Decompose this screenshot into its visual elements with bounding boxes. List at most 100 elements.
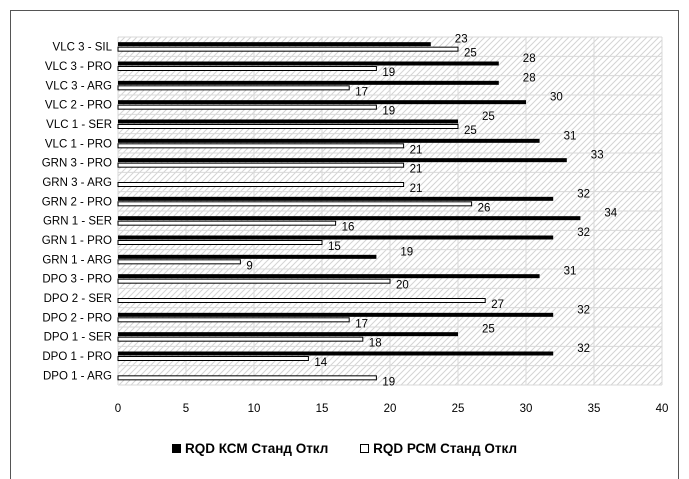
legend-swatch-ksm <box>171 444 181 453</box>
category-label: VLC 3 - ARG <box>46 80 113 92</box>
data-label-ksm: 33 <box>591 150 604 162</box>
bar-rsm <box>117 104 377 110</box>
data-label-rsm: 19 <box>382 376 395 388</box>
bar-rsm <box>117 46 459 52</box>
data-label-rsm: 19 <box>382 106 395 118</box>
bar-rsm <box>117 259 241 265</box>
category-label: DPO 2 - PRO <box>42 312 112 324</box>
chart-frame <box>10 10 679 479</box>
bar-ksm <box>118 100 526 105</box>
bar-ksm <box>118 196 554 201</box>
x-tick-label: 35 <box>588 403 601 415</box>
bar-rsm <box>117 317 350 323</box>
bar-rsm <box>117 162 405 168</box>
legend-item-ksm: RQD КСМ Станд Откл <box>171 441 329 456</box>
bar-ksm <box>118 216 581 221</box>
data-label-rsm: 15 <box>328 241 341 253</box>
data-label-ksm: 32 <box>577 343 590 355</box>
bar-ksm <box>118 332 458 337</box>
data-label-rsm: 19 <box>382 67 395 79</box>
data-label-rsm: 20 <box>396 280 409 292</box>
category-label: GRN 2 - PRO <box>42 196 112 208</box>
category-label: VLC 1 - PRO <box>45 138 112 150</box>
bar-rsm <box>117 182 405 187</box>
bar-ksm <box>118 61 499 66</box>
data-label-ksm: 31 <box>564 130 577 142</box>
data-label-ksm: 32 <box>577 188 590 200</box>
bar-ksm <box>118 235 554 240</box>
category-label: GRN 1 - ARG <box>42 254 112 266</box>
bar-rsm <box>117 201 473 207</box>
category-labels: VLC 3 - SIL VLC 3 - PRO VLC 3 - ARG VLC 2 -… <box>42 42 113 383</box>
legend-item-rsm: RQD РСМ Станд Откл <box>360 441 517 456</box>
bar-ksm <box>118 254 377 259</box>
data-label-rsm: 18 <box>369 338 382 350</box>
data-label-rsm: 25 <box>464 48 477 60</box>
gridlines <box>117 36 663 386</box>
category-label: VLC 3 - SIL <box>53 42 113 54</box>
category-label: DPO 1 - PRO <box>42 351 112 363</box>
data-label-rsm: 16 <box>342 222 355 234</box>
data-label-rsm: 26 <box>478 202 491 214</box>
bar-ksm <box>118 351 554 356</box>
data-label-rsm: 21 <box>410 164 423 176</box>
data-label-rsm: 14 <box>314 357 327 369</box>
bar-rsm <box>117 124 459 129</box>
x-tick-label: 10 <box>248 403 261 415</box>
data-label-rsm: 17 <box>355 318 368 330</box>
bar-ksm <box>118 42 431 47</box>
x-tick-labels: 0 5 10 15 20 25 30 35 40 <box>115 403 669 415</box>
data-label-ksm: 34 <box>604 208 617 220</box>
x-tick-label: 15 <box>316 403 329 415</box>
data-label-rsm: 21 <box>410 183 423 195</box>
data-label-rsm: 21 <box>410 144 423 156</box>
bars <box>117 42 581 381</box>
data-label-ksm: 25 <box>482 324 495 336</box>
category-label: DPO 1 - ARG <box>43 370 112 382</box>
bar-chart: VLC 3 - SIL VLC 3 - PRO VLC 3 - ARG VLC 2 -… <box>42 34 669 415</box>
bar-rsm <box>117 375 377 381</box>
bar-rsm <box>117 336 364 342</box>
bar-rsm <box>117 220 337 226</box>
x-tick-label: 5 <box>183 403 189 415</box>
bar-rsm <box>117 298 486 303</box>
category-label: DPO 2 - SER <box>44 293 112 305</box>
bar-rsm <box>117 85 350 91</box>
legend: RQD КСМ Станд Откл RQD РСМ Станд Откл <box>0 441 689 456</box>
bar-ksm <box>118 119 458 124</box>
legend-label-ksm: RQD КСМ Станд Откл <box>184 441 329 456</box>
data-label-ksm: 23 <box>455 34 468 46</box>
data-label-ksm: 28 <box>523 72 536 84</box>
bar-ksm <box>118 80 499 85</box>
bar-rsm <box>117 278 391 284</box>
bar-ksm <box>118 158 567 163</box>
data-label-ksm: 25 <box>482 111 495 123</box>
x-tick-label: 20 <box>384 403 397 415</box>
data-label-rsm: 27 <box>491 299 504 311</box>
legend-label-rsm: RQD РСМ Станд Откл <box>373 441 518 456</box>
data-labels: 23 25 28 19 28 17 30 19 25 25 31 21 33 21 21 32 26 34 16 32… <box>246 34 617 389</box>
bar-rsm <box>117 143 405 149</box>
category-label: DPO 3 - PRO <box>42 274 112 286</box>
bar-ksm <box>118 312 554 317</box>
x-tick-label: 0 <box>115 403 121 415</box>
category-label: GRN 3 - PRO <box>42 158 112 170</box>
category-label: VLC 1 - SER <box>46 119 112 131</box>
bar-ksm <box>118 274 540 279</box>
data-label-rsm: 25 <box>464 125 477 137</box>
data-label-ksm: 31 <box>564 266 577 278</box>
category-label: VLC 2 - PRO <box>45 100 112 112</box>
bar-rsm <box>117 66 377 71</box>
category-label: GRN 1 - PRO <box>42 235 112 247</box>
category-label: DPO 1 - SER <box>44 332 112 344</box>
data-label-ksm: 19 <box>400 246 413 258</box>
data-label-rsm: 9 <box>246 260 252 272</box>
bar-ksm <box>118 138 540 143</box>
x-tick-label: 40 <box>656 403 669 415</box>
legend-swatch-rsm <box>360 444 370 453</box>
data-label-ksm: 28 <box>523 53 536 65</box>
data-label-ksm: 30 <box>550 92 563 104</box>
bar-rsm <box>117 356 309 361</box>
data-label-ksm: 32 <box>577 304 590 316</box>
x-tick-label: 30 <box>520 403 533 415</box>
